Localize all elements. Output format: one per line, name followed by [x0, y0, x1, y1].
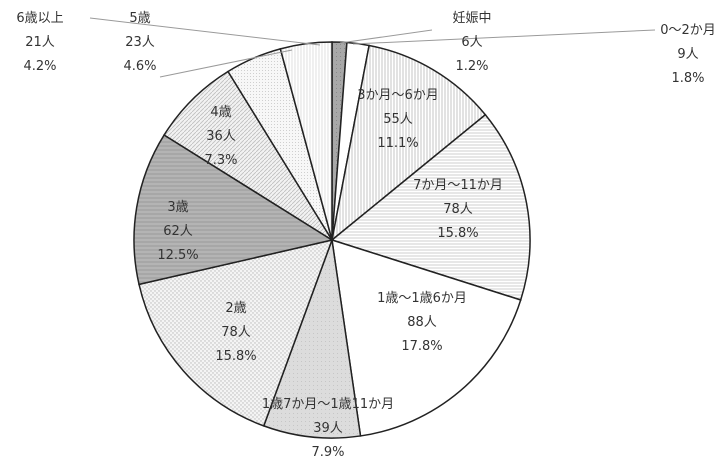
slice-pct-2: 11.1%: [377, 136, 418, 151]
slice-count-10: 21人: [25, 35, 55, 50]
slice-label-3: 7か月～11か月: [413, 178, 503, 193]
slice-label-0: 妊娠中: [452, 11, 491, 26]
slice-label-9: 5歳: [129, 11, 150, 26]
slice-pct-3: 15.8%: [437, 226, 478, 241]
pie-slices: [133, 41, 531, 439]
slice-pct-5: 7.9%: [311, 445, 344, 460]
slice-pct-0: 1.2%: [455, 59, 488, 74]
leader-lines: [89, 17, 656, 78]
slice-pct-6: 15.8%: [215, 349, 256, 364]
slice-pct-1: 1.8%: [671, 71, 704, 86]
slice-label-10: 6歳以上: [16, 11, 63, 26]
slice-count-1: 9人: [677, 47, 698, 62]
slice-count-8: 36人: [206, 129, 236, 144]
pie-slice-3: [330, 113, 531, 301]
leader-line-0: [339, 29, 433, 44]
slice-count-6: 78人: [221, 325, 251, 340]
slice-label-6: 2歳: [225, 301, 246, 316]
slice-label-1: 0～2か月: [660, 23, 716, 38]
slice-pct-9: 4.6%: [123, 59, 156, 74]
pie-slice-6: [138, 238, 334, 427]
leader-line-10: [89, 17, 321, 46]
slice-count-0: 6人: [461, 35, 482, 50]
slice-label-2: 3か月～6か月: [357, 88, 439, 103]
slice-pct-7: 12.5%: [157, 248, 198, 263]
slice-label-5: 1歳7か月～1歳11か月: [262, 397, 394, 412]
slice-count-9: 23人: [125, 35, 155, 50]
pie-slice-5: [262, 239, 362, 439]
slice-count-7: 62人: [163, 224, 193, 239]
slice-count-5: 39人: [313, 421, 343, 436]
slice-label-7: 3歳: [167, 200, 188, 215]
slice-label-4: 1歳～1歳6か月: [377, 291, 467, 306]
slice-count-2: 55人: [383, 112, 413, 127]
slice-label-8: 4歳: [210, 105, 231, 120]
slice-labels: 妊娠中 6人 1.2% 0～2か月 9人 1.8% 3か月～6か月 55人 11.1% 7か月～1…: [16, 11, 715, 460]
slice-pct-4: 17.8%: [401, 339, 442, 354]
pie-slice-4: [331, 238, 522, 437]
slice-pct-8: 7.3%: [204, 153, 237, 168]
leader-line-1: [352, 29, 656, 45]
pie-slice-7: [133, 133, 334, 286]
pie-slice-2: [330, 44, 487, 242]
slice-count-4: 88人: [407, 315, 437, 330]
leader-line-9: [159, 49, 293, 78]
slice-pct-10: 4.2%: [23, 59, 56, 74]
slice-count-3: 78人: [443, 202, 473, 217]
